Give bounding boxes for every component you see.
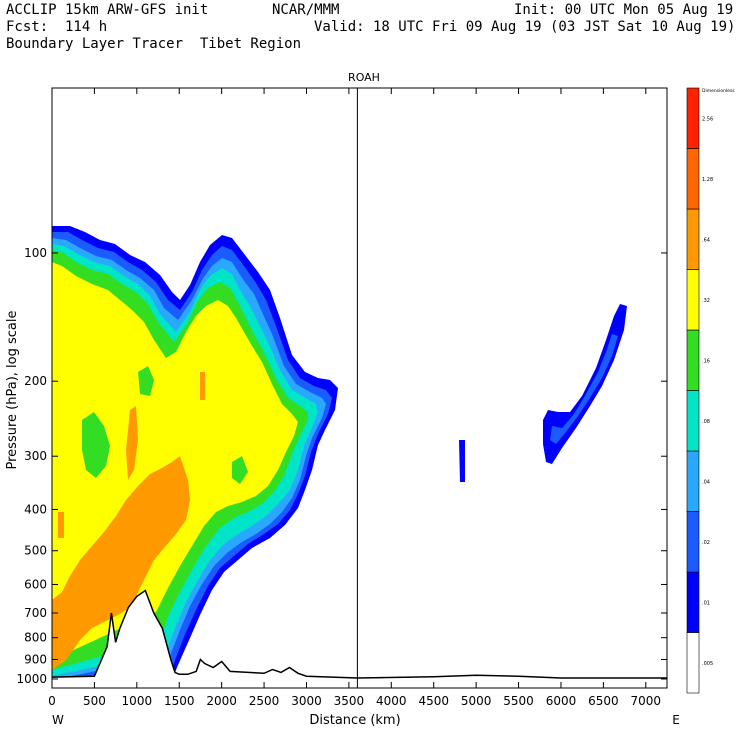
terrain-profile-line [51,589,667,679]
terrain-fill [52,590,667,688]
west-label: W [52,713,64,727]
colorbar: .005 .01 .02 .04 .08 .16 .32 .64 1.28 2.56 Dimensi… [686,87,735,694]
colorbar-swatch [686,208,700,270]
y-tick-label: 400 [24,502,47,516]
colorbar-level-label: .01 [702,600,710,606]
x-tick-label: 5000 [461,694,492,708]
tracer-contour-014 [459,440,465,482]
institution-label: NCAR/MMM [272,2,340,18]
model-title: ACCLIP 15km ARW-GFS init [6,2,209,18]
colorbar-swatch [686,329,700,391]
colorbar-title: Dimensionless [702,88,735,94]
y-tick-label: 700 [24,606,47,620]
tracer-contour-012 [200,372,205,400]
init-time: Init: 00 UTC Mon 05 Aug 19 [514,2,734,18]
x-tick-label: 0 [48,694,56,708]
colorbar-swatch [686,511,700,573]
colorbar-swatch [686,632,700,694]
x-tick-label: 5500 [503,694,534,708]
x-tick-label: 1500 [164,694,195,708]
tracer-contour-007 [82,412,110,478]
x-tick-label: 1000 [122,694,153,708]
colorbar-swatch [686,148,700,210]
colorbar-level-label: .02 [702,540,710,546]
tracer-contour-008 [138,366,154,396]
x-tick-label: 3000 [291,694,322,708]
colorbar-swatch [686,390,700,452]
colorbar-level-label: .64 [702,237,710,243]
tracer-field [52,226,667,688]
tracer-contour-009 [232,456,248,484]
colorbar-level-label: .16 [702,358,710,364]
x-tick-label: 3500 [334,694,365,708]
y-tick-label: 500 [24,544,47,558]
colorbar-level-label: .08 [702,419,710,425]
x-tick-label: 500 [83,694,106,708]
y-axis: 100 200 300 400 500 600 700 800 900 1000 [16,246,667,686]
tracer-contour-011 [126,406,138,480]
valid-time: Valid: 18 UTC Fri 09 Aug 19 (03 JST Sat … [314,19,736,35]
colorbar-swatch [686,87,700,149]
colorbar-swatch [686,269,700,331]
colorbar-level-label: .32 [702,298,710,304]
x-tick-label: 4000 [376,694,407,708]
chart-title: ROAH [348,71,380,84]
x-tick-label: 2000 [206,694,237,708]
colorbar-level-label: 1.28 [702,177,713,183]
tracer-contour-016 [550,334,618,444]
y-tick-label: 100 [24,246,47,260]
tracer-contour-015 [543,304,627,464]
colorbar-swatch [686,450,700,512]
y-tick-label: 800 [24,631,47,645]
east-label: E [672,713,680,727]
tracer-contour-013 [58,512,64,538]
colorbar-level-label: .005 [702,661,713,667]
colorbar-level-label: .04 [702,479,710,485]
colorbar-swatch [686,571,700,633]
y-tick-label: 300 [24,449,47,463]
y-tick-label: 200 [24,374,47,388]
tracer-contour-010 [52,456,190,670]
forecast-hour: Fcst: 114 h [6,19,108,35]
y-tick-label: 600 [24,577,47,591]
colorbar-level-label: 2.56 [702,116,713,122]
x-tick-label: 6000 [546,694,577,708]
field-title: Boundary Layer Tracer Tibet Region [6,36,302,52]
y-tick-label: 1000 [16,672,47,686]
y-tick-label: 900 [24,652,47,666]
x-tick-label: 4500 [418,694,449,708]
x-tick-label: 6500 [588,694,619,708]
x-tick-label: 2500 [249,694,280,708]
x-axis-label: Distance (km) [309,713,400,728]
x-tick-label: 7000 [631,694,662,708]
plot-frame [51,87,668,689]
y-axis-label: Pressure (hPa), log scale [5,311,20,470]
x-axis: 0 500 1000 1500 2000 2500 3000 3500 4000 4500 5000… [48,88,661,708]
